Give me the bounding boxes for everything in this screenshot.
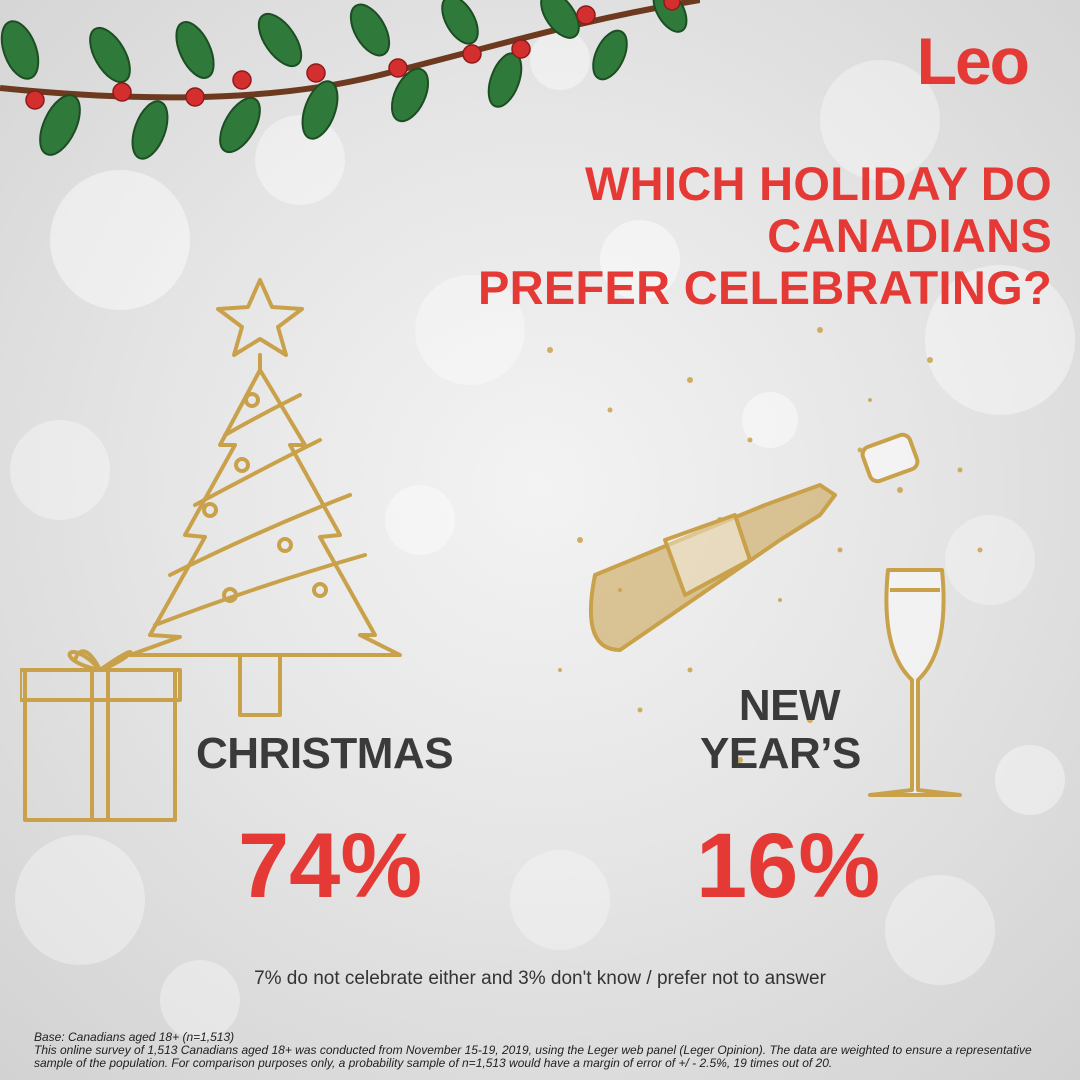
footnote-base: Base: Canadians aged 18+ (n=1,513) [34,1030,235,1044]
christmas-label: CHRISTMAS [196,729,454,778]
champagne-bottle-and-glass-icon [547,327,983,797]
christmas-tree-and-gift-icon [20,278,402,822]
page-title: WHICH HOLIDAY DO CANADIANS PREFER CELEBR… [292,158,1052,314]
title-line-1: WHICH HOLIDAY DO CANADIANS [585,157,1052,262]
footnote-method: This online survey of 1,513 Canadians ag… [34,1043,1032,1070]
survey-footnote: Base: Canadians aged 18+ (n=1,513) This … [34,1031,1054,1070]
new-years-label-line-1: NEW [738,681,841,730]
leo-logo: Leo [916,24,1030,98]
new-years-label-line-2: YEAR’S [700,729,861,778]
other-responses-note: 7% do not celebrate either and 3% don't … [254,968,826,989]
holly-garland-decoration [0,0,700,160]
title-line-2: PREFER CELEBRATING? [477,261,1052,314]
christmas-percent: 74% [238,815,423,917]
new-years-label: NEW YEAR’S [700,681,861,778]
new-years-percent: 16% [696,815,881,917]
